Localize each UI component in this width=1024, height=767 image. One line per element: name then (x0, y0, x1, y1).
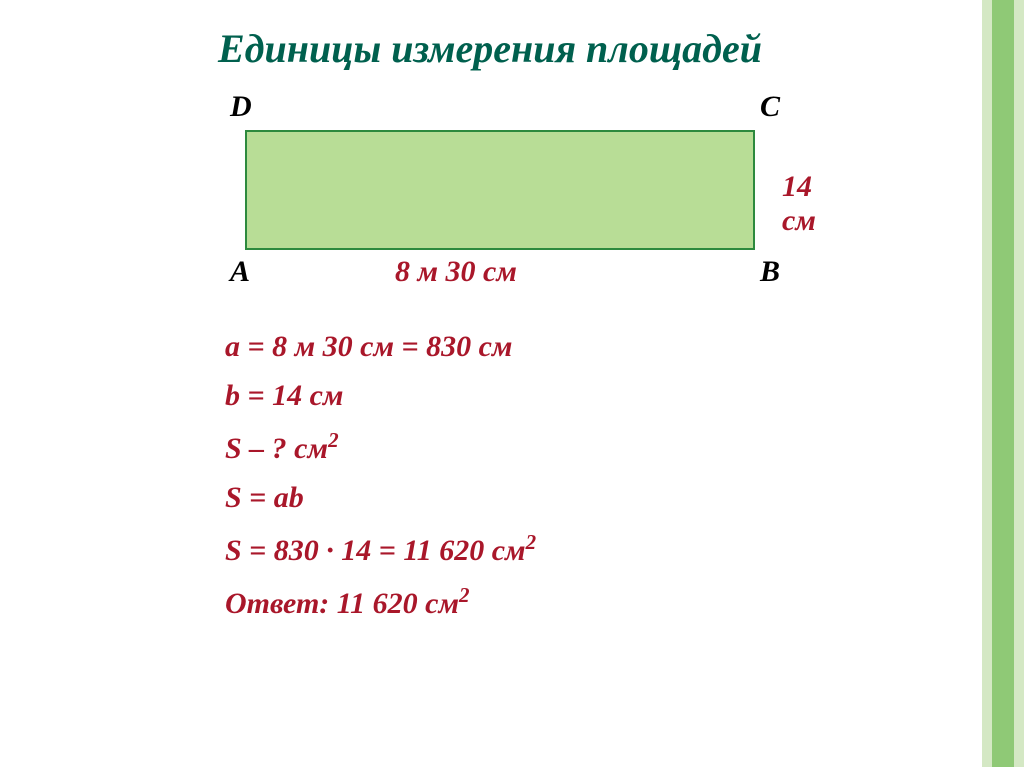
find-s-text: S – ? см (225, 432, 328, 465)
given-b: b = 14 см (225, 379, 536, 413)
given-a: а = 8 м 30 см = 830 см (225, 330, 536, 364)
vertex-d-label: D (230, 90, 252, 124)
answer-text: Ответ: 11 620 см (225, 587, 459, 620)
stripe-light-2 (1014, 0, 1024, 767)
calculation-exp: 2 (526, 530, 537, 554)
answer-exp: 2 (459, 583, 470, 607)
vertex-b-label: B (760, 255, 780, 289)
answer: Ответ: 11 620 см2 (225, 583, 536, 621)
solution-block: а = 8 м 30 см = 830 см b = 14 см S – ? с… (225, 330, 536, 636)
side-bc-length: 14 см (782, 170, 816, 238)
stripe-dark (992, 0, 1014, 767)
vertex-c-label: C (760, 90, 780, 124)
calculation-text: S = 830 · 14 = 11 620 см (225, 534, 526, 567)
find-s: S – ? см2 (225, 428, 536, 466)
calculation: S = 830 · 14 = 11 620 см2 (225, 530, 536, 568)
vertex-a-label: A (230, 255, 250, 289)
find-s-exp: 2 (328, 428, 339, 452)
page-title: Единицы измерения площадей (0, 25, 980, 72)
side-ab-length: 8 м 30 см (395, 255, 517, 289)
rectangle-shape (245, 130, 755, 250)
stripe-light-1 (982, 0, 992, 767)
decorative-side-stripe (982, 0, 1024, 767)
formula: S = ab (225, 481, 536, 515)
